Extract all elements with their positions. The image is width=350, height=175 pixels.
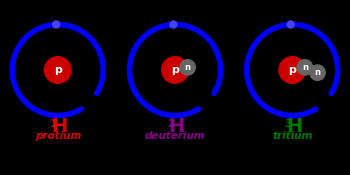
Text: deuterium: deuterium xyxy=(145,131,205,141)
Circle shape xyxy=(170,21,177,28)
Circle shape xyxy=(44,57,71,83)
Circle shape xyxy=(287,21,294,28)
Text: H: H xyxy=(51,117,68,136)
Text: n: n xyxy=(302,63,308,72)
Circle shape xyxy=(279,57,306,83)
Text: n: n xyxy=(185,63,191,72)
Text: tritium: tritium xyxy=(272,131,312,141)
Text: H: H xyxy=(286,117,302,136)
Text: H: H xyxy=(169,117,185,136)
Text: 3: 3 xyxy=(284,119,292,129)
Text: n: n xyxy=(315,68,321,77)
Text: p: p xyxy=(171,65,179,75)
Text: 2: 2 xyxy=(167,119,175,129)
Circle shape xyxy=(297,60,313,75)
Text: protium: protium xyxy=(35,131,81,141)
Text: p: p xyxy=(288,65,296,75)
Circle shape xyxy=(180,60,195,75)
Circle shape xyxy=(162,57,188,83)
Circle shape xyxy=(52,21,60,28)
Text: 1: 1 xyxy=(50,119,57,129)
Circle shape xyxy=(310,65,325,80)
Text: p: p xyxy=(54,65,62,75)
